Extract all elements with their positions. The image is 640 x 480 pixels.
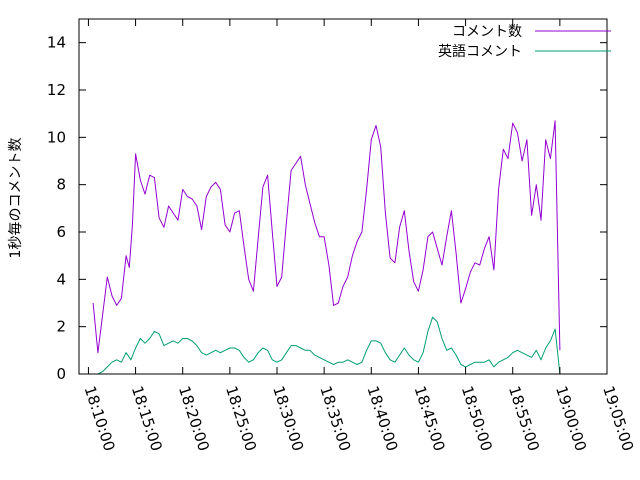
x-tick-label: 19:05:00 [599,384,637,454]
legend-label-english-comments: 英語コメント [438,43,522,60]
series-layer [92,120,561,375]
y-tick-label: 10 [47,128,66,146]
legend-label-comments: コメント数 [452,24,522,40]
x-tick-label: 18:40:00 [363,384,401,454]
plot-frame [78,18,608,375]
y-tick-label: 0 [56,365,66,383]
x-tick-label: 18:25:00 [222,384,260,454]
x-tick-label: 18:35:00 [316,384,354,454]
y-tick-label: 8 [56,176,66,194]
legend: コメント数 英語コメント [438,24,611,60]
x-tick-label: 18:50:00 [458,384,496,454]
x-tick-label: 18:55:00 [505,384,543,454]
y-tick-label: 4 [56,270,66,288]
y-tick-label: 14 [47,34,66,52]
x-tick-label: 18:20:00 [175,384,213,454]
x-tick-label: 18:45:00 [411,384,449,454]
y-tick-label: 2 [56,318,66,336]
axes-layer: 0 2 4 6 8 10 12 14 18:10:00 18:15:00 18:20:00 18:25… [47,18,637,454]
x-tick-label: 18:15:00 [128,384,166,454]
y-axis-label: 1秒毎のコメント数 [8,138,24,259]
x-tick-label: 18:10:00 [81,384,119,454]
series-line-comments [92,120,561,354]
y-tick-label: 12 [47,81,66,99]
x-tick-label: 18:30:00 [269,384,307,454]
y-tick-label: 6 [56,223,66,241]
series-line-english-comments [97,316,561,375]
x-tick-label: 19:00:00 [552,384,590,454]
